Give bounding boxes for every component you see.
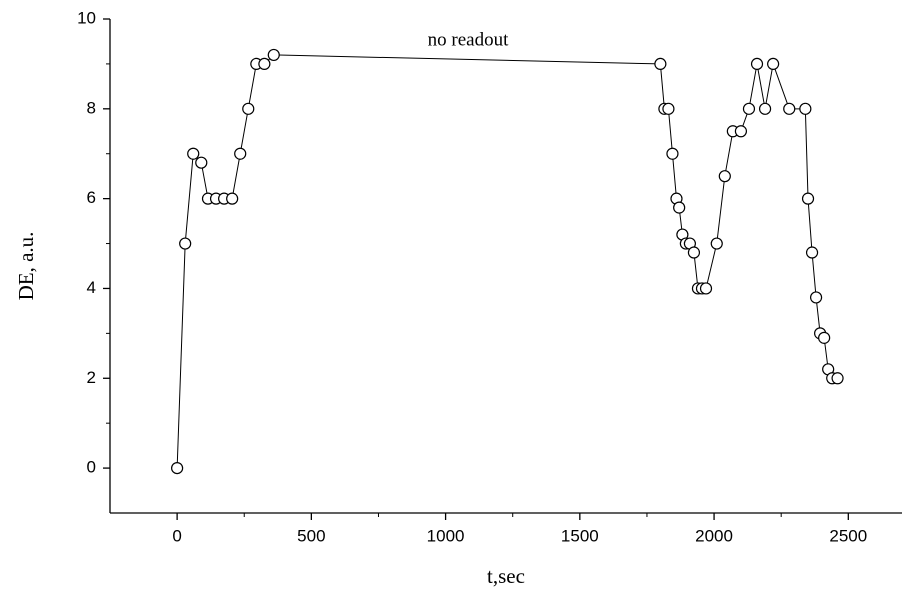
data-point [805,246,819,259]
data-point [662,102,675,115]
x-tick-label: 1500 [561,526,599,545]
annotation: no readout [428,29,509,50]
data-point [242,102,255,115]
data-point [234,147,247,160]
data-point [171,461,184,475]
data-point [699,282,713,295]
data-line [176,54,838,469]
data-point [226,192,239,205]
x-axis-label: t,sec [487,564,525,588]
x-tick-label: 2000 [695,526,733,545]
data-point [673,201,686,214]
data-point [799,102,812,115]
y-tick-label: 2 [87,368,96,387]
data-point [710,237,723,250]
data-point [758,102,772,115]
x-tick-label: 500 [297,526,325,545]
x-tick-label: 2500 [829,526,867,545]
y-tick-label: 0 [87,458,96,477]
data-point [187,147,200,160]
data-point [734,125,748,138]
data-point [742,102,756,115]
y-tick-label: 10 [77,8,96,27]
data-point [831,372,844,385]
data-point [654,57,667,71]
y-axis-label: DE, a.u. [14,232,38,301]
data-point [195,156,208,169]
data-point [809,291,823,304]
data-point [258,57,271,71]
data-point [267,48,280,62]
data-point [687,246,701,259]
data-point [179,237,192,250]
data-point [801,192,815,205]
x-tick-label: 1000 [427,526,465,545]
data-point [718,170,731,183]
data-point [666,147,679,160]
data-point [767,57,780,71]
data-point [750,57,764,71]
data-point [783,102,796,115]
y-tick-label: 8 [87,98,96,117]
data-point [818,331,831,344]
x-tick-label: 0 [172,526,181,545]
y-tick-label: 4 [87,278,96,297]
y-tick-label: 6 [87,188,96,207]
